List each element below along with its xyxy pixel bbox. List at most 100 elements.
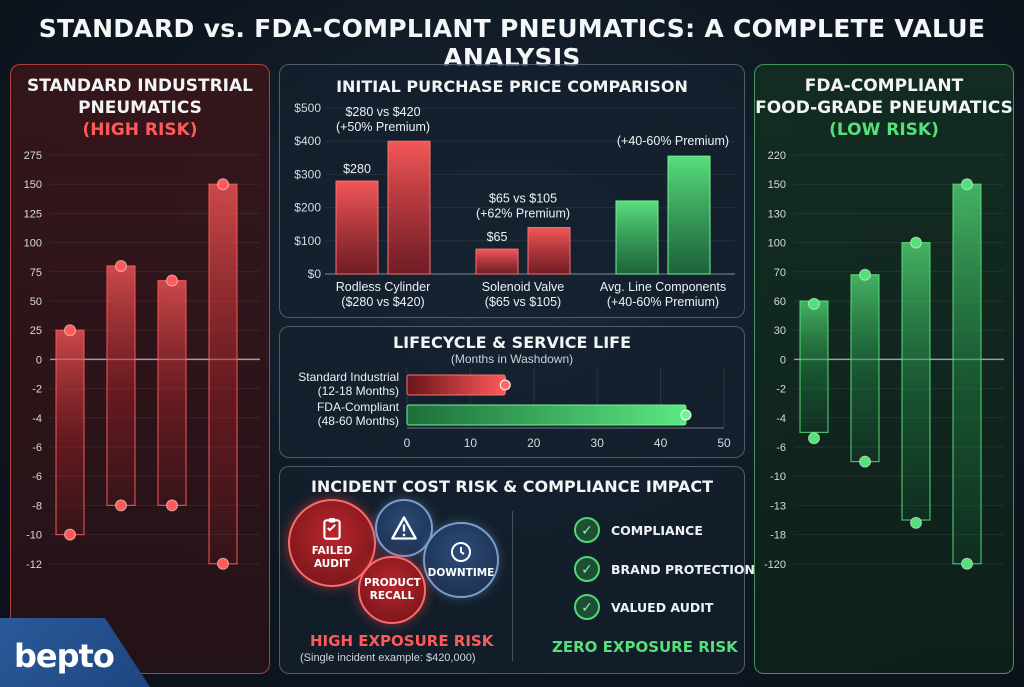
check-label: COMPLIANCE (611, 522, 703, 538)
price-annotation: (+62% Premium) (476, 207, 570, 221)
y-tick-label: 30 (774, 325, 786, 337)
lifecycle-dot (680, 409, 692, 421)
series-label: Standard Industrial (298, 370, 399, 384)
failed-audit-bubble: FAILED AUDIT (288, 499, 376, 587)
failed-audit-label: FAILED AUDIT (311, 544, 353, 570)
downtime-label: DOWNTIME (427, 567, 495, 579)
top-dot (64, 324, 76, 337)
x-category-label: Rodless Cylinder (336, 280, 430, 294)
series-label: (12-18 Months) (318, 384, 399, 398)
price-annotation: $280 vs $420 (345, 105, 420, 119)
x-tick-label: 40 (654, 436, 668, 450)
series-label: (48-60 Months) (318, 414, 399, 428)
range-bar (106, 265, 136, 507)
check-icon: ✓ (574, 517, 600, 543)
series-label: FDA-Compliant (317, 400, 400, 414)
range-bar (208, 183, 238, 565)
standard-price-bar (615, 200, 659, 275)
bottom-dot (64, 528, 76, 541)
top-dot (808, 297, 820, 310)
check-valued-audit: ✓ VALUED AUDIT (574, 594, 713, 620)
range-bar (157, 279, 187, 506)
lifecycle-bar (406, 374, 506, 396)
top-dot (859, 268, 871, 281)
lifecycle-dot (499, 379, 511, 391)
x-tick-label: 30 (591, 436, 605, 450)
y-tick-label: 60 (774, 296, 786, 308)
y-tick-label: 25 (30, 325, 42, 337)
price-title: INITIAL PURCHASE PRICE COMPARISON (336, 77, 688, 96)
warning-icon (391, 516, 417, 540)
high-exposure-label: HIGH EXPOSURE RISK (310, 632, 494, 650)
y-tick-label: $100 (294, 234, 321, 248)
y-tick-label: -120 (764, 559, 786, 571)
y-tick-label: -2 (32, 384, 42, 396)
check-icon: ✓ (574, 594, 600, 620)
top-dot (166, 274, 178, 287)
fda-title-line1: FDA-COMPLIANT (804, 76, 964, 96)
product-recall-bubble: PRODUCT RECALL (358, 556, 426, 624)
lifecycle-subtitle: (Months in Washdown) (450, 352, 574, 366)
y-tick-label: 150 (24, 179, 42, 191)
x-category-label: ($65 vs $105) (485, 295, 561, 309)
y-tick-label: 150 (768, 179, 786, 191)
y-tick-label: 75 (30, 267, 42, 279)
product-recall-label: PRODUCT RECALL (364, 577, 421, 602)
top-dot (217, 178, 229, 191)
standard-price-bar (475, 248, 519, 275)
bottom-dot (808, 432, 820, 445)
y-tick-label: $300 (294, 167, 321, 181)
range-bar (850, 274, 880, 463)
y-tick-label: 275 (24, 150, 42, 162)
y-tick-label: -4 (776, 413, 786, 425)
warning-bubble (375, 499, 433, 557)
high-exposure-note: (Single incident example: $420,000) (300, 652, 476, 664)
lifecycle-chart: 0 10 20 30 40 50 Standard Industrial(12-18 Mon… (298, 368, 731, 450)
y-tick-label: -6 (32, 471, 42, 483)
range-bar (55, 329, 85, 536)
x-category-label: Solenoid Valve (482, 280, 565, 294)
bepto-logo: bepto (14, 637, 115, 675)
fda-risk-label: (LOW RISK) (829, 120, 939, 140)
range-bar (901, 241, 931, 521)
y-tick-label: -2 (776, 384, 786, 396)
zero-exposure-label: ZERO EXPOSURE RISK (552, 638, 738, 656)
price-value-label: $65 (487, 230, 508, 244)
y-tick-label: -6 (32, 442, 42, 454)
page-title: STANDARD vs. FDA-COMPLIANT PNEUMATICS: A… (38, 14, 986, 72)
lifecycle-bar (406, 404, 687, 426)
y-tick-label: 100 (768, 238, 786, 250)
fda-title-line2: FOOD-GRADE PNEUMATICS (755, 98, 1013, 118)
y-tick-label: $200 (294, 201, 321, 215)
bottom-dot (217, 557, 229, 570)
check-compliance: ✓ COMPLIANCE (574, 517, 703, 543)
range-bar (799, 300, 829, 433)
price-value-label: $280 (343, 162, 371, 176)
y-tick-label: $500 (294, 101, 321, 115)
y-tick-label: 100 (24, 238, 42, 250)
range-bar (952, 183, 982, 565)
y-tick-label: -18 (770, 530, 786, 542)
x-tick-label: 20 (527, 436, 541, 450)
clock-icon (451, 542, 471, 562)
x-tick-label: 50 (717, 436, 731, 450)
left-range-chart: 275 150 125 100 75 50 25 0 -2 -4 -6 -6 -8 -10 -12 (24, 150, 260, 571)
x-category-label: ($280 vs $420) (341, 295, 424, 309)
check-icon: ✓ (574, 556, 600, 582)
standard-risk-label: (HIGH RISK) (82, 120, 198, 140)
y-tick-label: -12 (26, 559, 42, 571)
bottom-dot (859, 455, 871, 468)
top-dot (961, 178, 973, 191)
bottom-dot (961, 557, 973, 570)
fda-price-bar (387, 140, 431, 275)
check-label: BRAND PROTECTION (611, 561, 755, 577)
x-category-label: (+40-60% Premium) (607, 295, 719, 309)
standard-title-line1: STANDARD INDUSTRIAL (26, 76, 253, 96)
y-tick-label: 130 (768, 208, 786, 220)
y-tick-label: -10 (26, 530, 42, 542)
price-chart: $0$100$200$300$400$500$280$280 vs $420(+… (294, 101, 735, 309)
price-annotation: $65 vs $105 (489, 192, 557, 206)
y-tick-label: -13 (770, 500, 786, 512)
y-tick-label: -8 (32, 500, 42, 512)
standard-price-bar (335, 180, 379, 275)
